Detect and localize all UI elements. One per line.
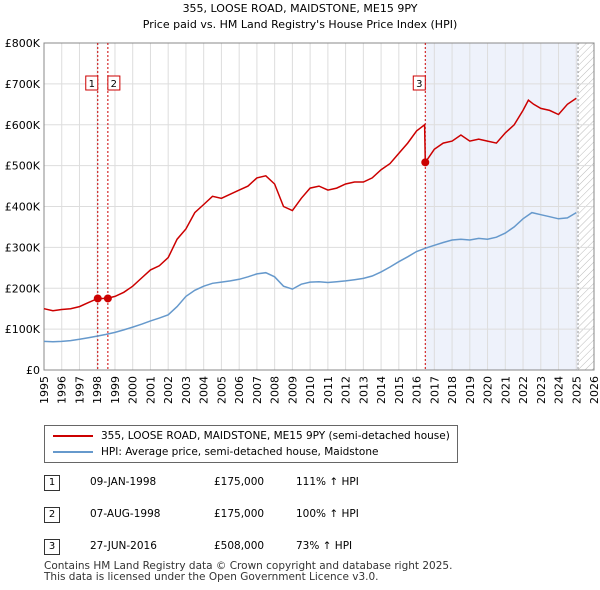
price-chart: 355, LOOSE ROAD, MAIDSTONE, ME15 9PY Pri…	[5, 2, 600, 404]
x-tick-label: 2015	[393, 376, 406, 404]
sale-row: 2 07-AUG-1998 £175,000 100% ↑ HPI	[0, 504, 600, 526]
x-tick-label: 2003	[180, 376, 193, 404]
x-tick-label: 2026	[588, 376, 600, 404]
chart-title: 355, LOOSE ROAD, MAIDSTONE, ME15 9PY	[183, 2, 418, 15]
legend-item-hpi: HPI: Average price, semi-detached house,…	[53, 444, 378, 460]
sale-price: £175,000	[214, 508, 265, 520]
legend: 355, LOOSE ROAD, MAIDSTONE, ME15 9PY (se…	[44, 425, 458, 463]
x-tick-label: 2025	[570, 376, 583, 404]
x-tick-label: 2013	[357, 376, 370, 404]
footer-licence: This data is licensed under the Open Gov…	[44, 571, 379, 583]
x-tick-label: 1997	[73, 376, 86, 404]
x-tick-label: 2024	[553, 376, 566, 404]
x-tick-label: 2012	[340, 376, 353, 404]
sale-point	[93, 294, 102, 303]
x-tick-label: 2017	[428, 376, 441, 404]
legend-swatch-property	[53, 435, 93, 437]
x-tick-label: 2007	[251, 376, 264, 404]
chart-subtitle: Price paid vs. HM Land Registry's House …	[143, 18, 458, 31]
plot-border	[43, 42, 595, 371]
y-tick-label: £400K	[5, 201, 41, 214]
footer: Contains HM Land Registry data © Crown c…	[44, 561, 452, 583]
x-tick-label: 2011	[322, 376, 335, 404]
sale-number: 1	[44, 475, 60, 491]
x-tick-label: 2005	[215, 376, 228, 404]
x-tick-label: 2008	[269, 376, 282, 404]
x-tick-label: 1996	[56, 376, 69, 404]
y-tick-label: £800K	[5, 37, 41, 50]
x-tick-label: 2018	[446, 376, 459, 404]
sale-label: 3	[416, 79, 422, 90]
sale-point	[421, 158, 430, 167]
sale-row: 3 27-JUN-2016 £508,000 73% ↑ HPI	[0, 536, 600, 558]
sale-hpi-delta: 111% ↑ HPI	[296, 476, 359, 488]
sale-label: 2	[111, 79, 117, 90]
x-tick-label: 2009	[286, 376, 299, 404]
y-tick-label: £200K	[5, 282, 41, 295]
sale-label: 1	[89, 79, 95, 90]
x-tick-label: 1998	[91, 376, 104, 404]
sale-date: 27-JUN-2016	[90, 540, 157, 552]
y-tick-label: £500K	[5, 160, 41, 173]
sale-date: 09-JAN-1998	[90, 476, 157, 488]
sale-hpi-delta: 73% ↑ HPI	[296, 540, 353, 552]
x-tick-label: 2006	[233, 376, 246, 404]
x-tick-label: 2022	[517, 376, 530, 404]
legend-label-property: 355, LOOSE ROAD, MAIDSTONE, ME15 9PY (se…	[101, 430, 450, 442]
series-line	[43, 97, 577, 312]
sale-price: £175,000	[214, 476, 265, 488]
x-tick-label: 2016	[411, 376, 424, 404]
y-tick-label: £0	[26, 364, 40, 377]
y-tick-label: £300K	[5, 241, 41, 254]
legend-swatch-hpi	[53, 451, 93, 453]
x-tick-label: 1995	[38, 376, 51, 404]
sale-price: £508,000	[214, 540, 265, 552]
x-tick-label: 2004	[198, 376, 211, 404]
sale-label-box	[107, 75, 121, 91]
x-tick-label: 2002	[162, 376, 175, 404]
legend-item-property: 355, LOOSE ROAD, MAIDSTONE, ME15 9PY (se…	[53, 428, 450, 444]
y-tick-label: £700K	[5, 78, 41, 91]
x-tick-label: 2020	[482, 376, 495, 404]
sale-number: 3	[44, 539, 60, 555]
footer-copyright: Contains HM Land Registry data © Crown c…	[44, 560, 453, 572]
series-line	[43, 211, 577, 343]
sale-number: 2	[44, 507, 60, 523]
x-tick-label: 2019	[464, 376, 477, 404]
sale-row: 1 09-JAN-1998 £175,000 111% ↑ HPI	[0, 472, 600, 494]
x-tick-label: 2021	[499, 376, 512, 404]
sale-date: 07-AUG-1998	[90, 508, 161, 520]
sale-label-box	[412, 75, 426, 91]
sale-point	[103, 294, 112, 303]
x-tick-label: 1999	[109, 376, 122, 404]
y-tick-label: £600K	[5, 119, 41, 132]
y-tick-label: £100K	[5, 323, 41, 336]
sale-hpi-delta: 100% ↑ HPI	[296, 508, 359, 520]
x-tick-label: 2014	[375, 376, 388, 404]
legend-label-hpi: HPI: Average price, semi-detached house,…	[101, 446, 379, 458]
x-tick-label: 2023	[535, 376, 548, 404]
x-tick-label: 2001	[144, 376, 157, 404]
sale-label-box	[85, 75, 99, 91]
x-tick-label: 2010	[304, 376, 317, 404]
x-tick-label: 2000	[127, 376, 140, 404]
